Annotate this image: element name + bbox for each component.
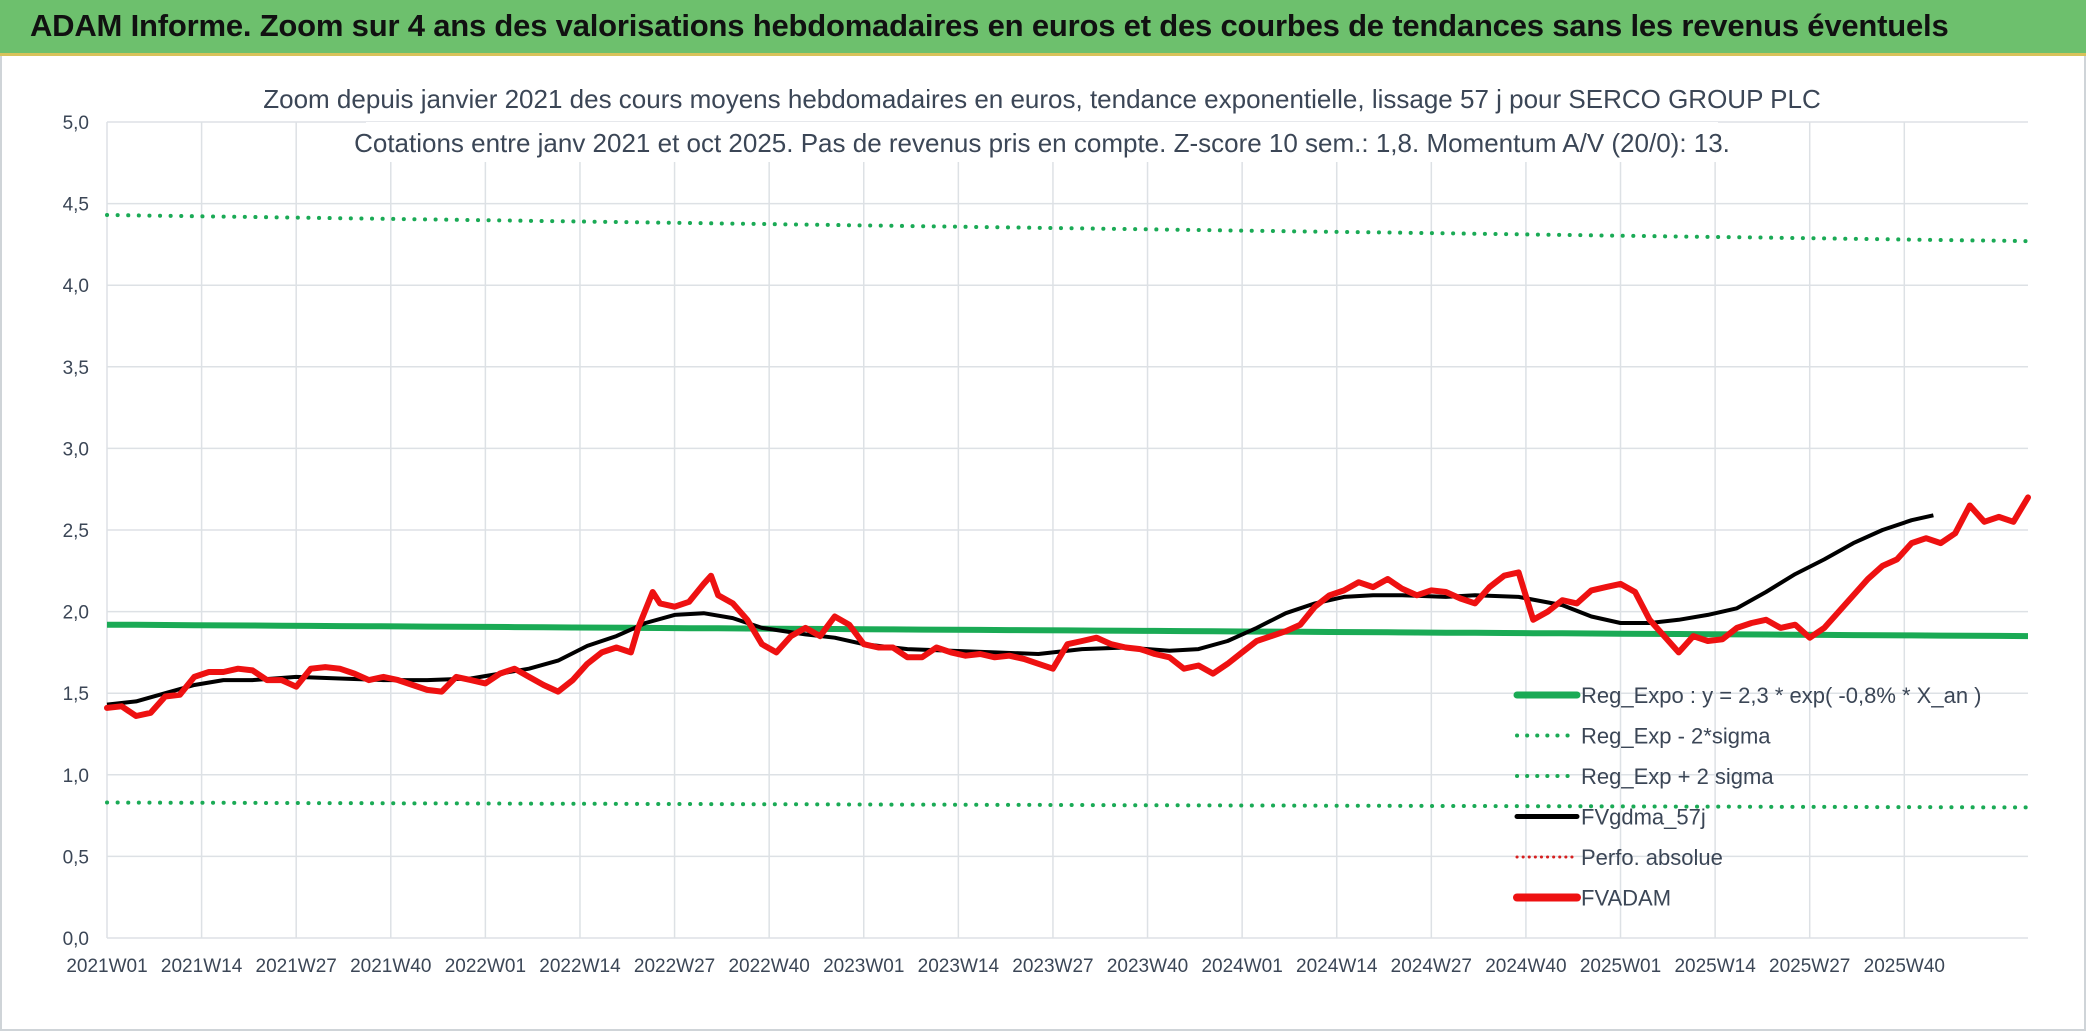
x-tick-label: 2022W14 [539, 956, 621, 977]
y-tick-label: 2,5 [63, 521, 89, 542]
line-chart: Zoom depuis janvier 2021 des cours moyen… [63, 78, 2031, 977]
legend-label-regression-line: Reg_Expo : y = 2,3 * exp( -0,8% * X_an ) [1581, 683, 1982, 708]
legend-label-regression-plus-2sigma: Reg_Exp + 2 sigma [1581, 764, 1774, 789]
x-tick-label: 2023W01 [823, 956, 904, 977]
legend-label-perf-absolue-line: Perfo. absolue [1581, 845, 1723, 870]
y-tick-label: 1,5 [63, 684, 89, 705]
x-tick-label: 2025W14 [1674, 956, 1756, 977]
chart-area: Zoom depuis janvier 2021 des cours moyen… [0, 56, 2086, 1031]
y-tick-label: 2,0 [63, 603, 89, 624]
y-tick-label: 1,0 [63, 766, 89, 787]
y-axis: 0,0 0,5 1,0 1,5 2,0 2,5 3,0 3,5 4,0 4,5 5,0 [63, 113, 89, 950]
x-tick-label: 2023W40 [1107, 956, 1188, 977]
y-tick-label: 5,0 [63, 113, 89, 134]
regression-line [106, 621, 2029, 640]
x-tick-label: 2025W01 [1580, 956, 1661, 977]
x-tick-label: 2021W14 [161, 956, 243, 977]
chart-series [104, 213, 2031, 810]
x-axis: 2021W01 2021W14 2021W27 2021W40 2022W01 2022W… [66, 956, 1945, 977]
legend-label-regression-minus-2sigma: Reg_Exp - 2*sigma [1581, 724, 1771, 749]
x-tick-label: 2022W01 [445, 956, 526, 977]
x-tick-label: 2023W14 [918, 956, 1000, 977]
x-tick-label: 2021W01 [66, 956, 147, 977]
chart-title: Zoom depuis janvier 2021 des cours moyen… [263, 84, 1821, 114]
legend-label-moving-average-line: FVgdma_57j [1581, 805, 1706, 830]
chart-grid [106, 121, 2028, 939]
y-tick-label: 4,0 [63, 276, 89, 297]
y-tick-label: 3,5 [63, 358, 89, 379]
chart-subtitle: Cotations entre janv 2021 et oct 2025. P… [354, 128, 1730, 158]
x-tick-label: 2021W27 [256, 956, 337, 977]
x-tick-label: 2024W40 [1485, 956, 1566, 977]
x-tick-label: 2022W27 [634, 956, 715, 977]
legend-label-price-line: FVADAM [1581, 886, 1671, 911]
x-tick-label: 2023W27 [1012, 956, 1093, 977]
chart-legend: Reg_Expo : y = 2,3 * exp( -0,8% * X_an )… [1513, 683, 1982, 911]
x-tick-label: 2024W01 [1201, 956, 1282, 977]
x-tick-label: 2025W40 [1864, 956, 1945, 977]
report-banner: ADAM Informe. Zoom sur 4 ans des valoris… [0, 0, 2086, 56]
regression-plus-2sigma [105, 213, 2030, 244]
x-tick-label: 2024W27 [1391, 956, 1472, 977]
x-tick-label: 2024W14 [1296, 956, 1378, 977]
price-line [104, 494, 2031, 719]
y-tick-label: 0,5 [63, 847, 89, 868]
y-tick-label: 4,5 [63, 195, 89, 216]
report-title: ADAM Informe. Zoom sur 4 ans des valoris… [30, 8, 1949, 43]
x-tick-label: 2021W40 [350, 956, 431, 977]
subtitle-background [366, 122, 1718, 162]
x-tick-label: 2022W40 [728, 956, 809, 977]
title-background [300, 78, 1784, 118]
y-tick-label: 0,0 [63, 929, 89, 950]
y-tick-label: 3,0 [63, 439, 89, 460]
x-tick-label: 2025W27 [1769, 956, 1850, 977]
regression-minus-2sigma [105, 800, 2030, 810]
